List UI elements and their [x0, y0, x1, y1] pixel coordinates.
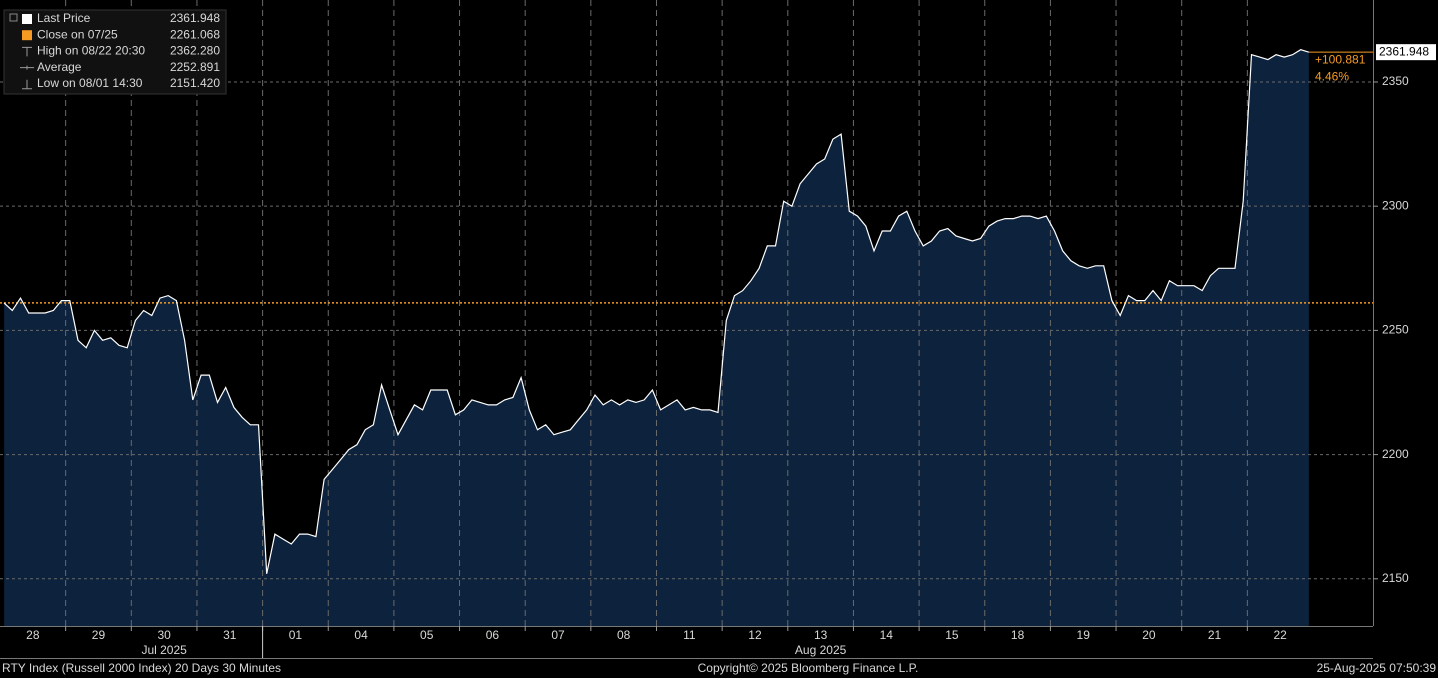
legend-toggle: [9, 13, 18, 22]
legend-value: 2151.420: [170, 76, 220, 90]
x-tick-label: 18: [1011, 628, 1025, 642]
x-tick-label: 12: [748, 628, 762, 642]
legend-icon: [22, 14, 32, 24]
month-label: Aug 2025: [795, 643, 847, 657]
legend-label: Last Price: [37, 11, 91, 25]
x-tick-label: 15: [945, 628, 959, 642]
plot: [0, 0, 1373, 626]
month-label: Jul 2025: [141, 643, 187, 657]
last-price-box: [1376, 44, 1436, 61]
y-tick-label: 2300: [1382, 198, 1409, 212]
x-tick-label: 20: [1142, 628, 1156, 642]
legend-icon: [22, 79, 32, 90]
x-tick-label: 21: [1208, 628, 1222, 642]
legend-label: Low on 08/01 14:30: [37, 76, 143, 90]
area-fill: [4, 49, 1309, 626]
x-tick-label: 13: [814, 628, 828, 642]
x-tick-label: 05: [420, 628, 434, 642]
x-tick-label: 07: [551, 628, 565, 642]
x-tick-label: 11: [683, 628, 696, 642]
legend-label: High on 08/22 20:30: [37, 44, 145, 58]
footer-left: RTY Index (Russell 2000 Index) 20 Days 3…: [2, 661, 281, 675]
legend-label: Average: [37, 60, 82, 74]
x-tick-label: 08: [617, 628, 631, 642]
x-tick-label: 04: [354, 628, 368, 642]
price-line: [3, 49, 1310, 574]
legend-box: [3, 9, 227, 95]
x-tick-label: 22: [1273, 628, 1287, 642]
y-tick-label: 2250: [1382, 323, 1409, 337]
legend-icon: [22, 46, 32, 57]
x-tick-label: 30: [157, 628, 171, 642]
x-tick-label: 19: [1077, 628, 1091, 642]
legend-icon: [22, 30, 32, 41]
x-tick-label: 29: [92, 628, 106, 642]
y-tick-label: 2350: [1382, 74, 1409, 88]
y-tick-label: 2150: [1382, 571, 1409, 585]
x-tick-label: 01: [289, 628, 303, 642]
legend-value: 2252.891: [170, 60, 220, 74]
change-label: +100.881: [1315, 52, 1366, 66]
legend-label: Close on 07/25: [37, 27, 118, 41]
footer-center: Copyright© 2025 Bloomberg Finance L.P.: [698, 661, 919, 675]
legend-value: 2261.068: [170, 27, 220, 41]
x-tick-label: 28: [26, 628, 40, 642]
legend-icon: [20, 65, 34, 70]
x-tick-label: 14: [880, 628, 894, 642]
x-tick-label: 31: [223, 628, 237, 642]
change-pct-label: 4.46%: [1315, 69, 1349, 83]
y-tick-label: 2200: [1382, 447, 1409, 461]
footer-right: 25-Aug-2025 07:50:39: [1317, 661, 1437, 675]
last-price-label: 2361.948: [1379, 44, 1429, 58]
legend-value: 2362.280: [170, 44, 220, 58]
x-tick-label: 06: [486, 628, 500, 642]
legend-value: 2361.948: [170, 11, 220, 25]
